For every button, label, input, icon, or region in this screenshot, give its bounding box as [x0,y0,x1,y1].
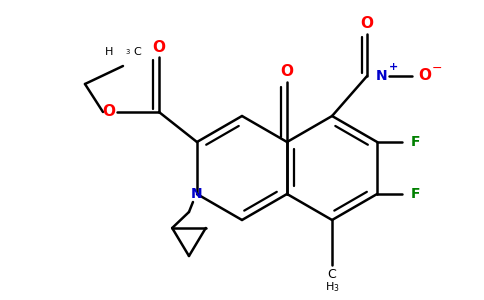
Text: −: − [432,61,442,74]
Text: N: N [375,69,387,83]
Text: $_3$: $_3$ [125,47,131,57]
Text: O: O [103,104,116,119]
Text: N: N [191,187,203,201]
Text: F: F [410,135,420,149]
Text: F: F [410,187,420,201]
Text: +: + [389,62,398,72]
Text: O: O [152,40,166,55]
Text: H$_3$: H$_3$ [325,280,339,294]
Text: H: H [105,47,113,57]
Text: O: O [361,16,374,31]
Text: C: C [133,47,141,57]
Text: C: C [328,268,336,281]
Text: O: O [281,64,293,80]
Text: O: O [419,68,432,83]
